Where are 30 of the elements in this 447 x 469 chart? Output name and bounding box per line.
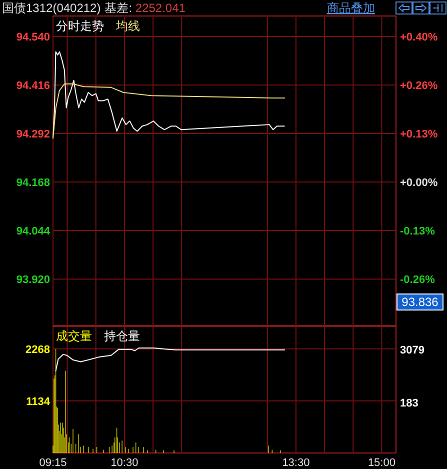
y2-tick-label: +0.13% — [400, 128, 438, 140]
y-tick-label: 94.168 — [16, 177, 50, 190]
x-tick-label: 15:00 — [368, 457, 396, 469]
text: 商品叠加 — [327, 1, 375, 15]
x-tick-label: 09:15 — [39, 457, 67, 469]
chart-subtitle: 基差: 2252.041 — [104, 1, 186, 15]
y2-tick-label: +0.40% — [400, 32, 438, 44]
y2-tick-label: -0.13% — [400, 226, 436, 238]
series-label: 持仓量 — [104, 329, 140, 343]
chart-title: 国债1312(040212) — [2, 1, 101, 15]
y-tick-label: 2268 — [26, 344, 50, 356]
text: 均线 — [115, 19, 140, 33]
y-tick-label: 93.920 — [16, 274, 50, 286]
y-tick-label: 1134 — [26, 396, 51, 408]
series-label: 分时走势 — [56, 19, 104, 33]
y-tick-label: 94.292 — [16, 128, 50, 141]
text: 93.836 — [402, 295, 439, 309]
y-tick-label: 94.044 — [16, 226, 51, 238]
y2-tick-label: +0.00% — [400, 176, 438, 189]
x-tick-label: 10:30 — [110, 457, 138, 469]
line-series — [55, 348, 286, 372]
y2-tick-label: -0.26% — [400, 274, 436, 286]
y2-tick-label: +0.26% — [400, 80, 438, 92]
y-tick-label: 94.416 — [16, 80, 50, 92]
series-label: 成交量 — [56, 329, 92, 343]
x-tick-label: 13:30 — [282, 457, 310, 469]
y2-tick-label: 183 — [400, 397, 418, 410]
line-series — [52, 83, 286, 139]
y-tick-label: 94.540 — [16, 32, 50, 44]
y2-tick-label: 3079 — [400, 344, 424, 356]
